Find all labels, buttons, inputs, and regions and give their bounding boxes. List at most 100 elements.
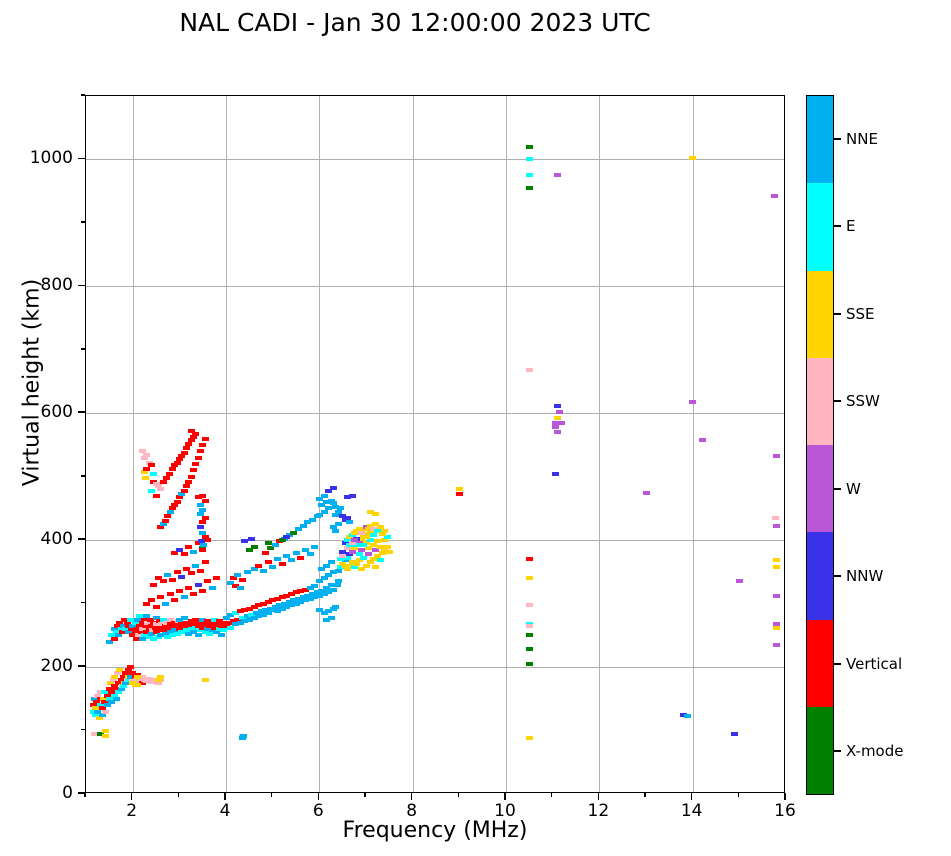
plot-area bbox=[85, 95, 785, 793]
data-point bbox=[327, 560, 335, 565]
data-point bbox=[341, 558, 349, 563]
data-point bbox=[187, 619, 195, 624]
data-point bbox=[301, 587, 309, 592]
y-axis-tick-mark bbox=[78, 157, 85, 160]
data-point bbox=[175, 456, 183, 461]
data-point bbox=[217, 623, 225, 628]
data-point bbox=[294, 526, 302, 531]
data-point bbox=[327, 615, 335, 620]
data-point bbox=[138, 620, 146, 625]
data-point bbox=[213, 576, 221, 581]
data-point bbox=[385, 549, 393, 554]
data-point bbox=[119, 674, 127, 679]
data-point bbox=[152, 630, 160, 635]
x-axis-tick-label: 6 bbox=[312, 801, 324, 821]
data-point bbox=[117, 687, 125, 692]
data-point bbox=[203, 538, 211, 543]
data-point bbox=[731, 731, 739, 736]
data-point bbox=[143, 679, 151, 684]
data-point bbox=[117, 677, 125, 682]
data-point bbox=[329, 501, 337, 506]
data-point bbox=[153, 621, 161, 626]
data-point bbox=[145, 460, 153, 465]
data-point bbox=[525, 736, 533, 741]
data-point bbox=[301, 598, 309, 603]
data-point bbox=[308, 517, 316, 522]
x-axis-tick-mark bbox=[224, 793, 226, 800]
data-point bbox=[248, 613, 256, 618]
data-point bbox=[318, 503, 326, 508]
x-axis-minor-tick bbox=[550, 793, 553, 797]
data-point bbox=[348, 533, 356, 538]
data-point bbox=[210, 617, 218, 622]
data-point bbox=[143, 467, 151, 472]
data-point bbox=[357, 566, 365, 571]
data-point bbox=[119, 623, 127, 628]
data-point bbox=[264, 541, 272, 546]
data-point bbox=[287, 592, 295, 597]
data-point bbox=[180, 615, 188, 620]
data-point bbox=[189, 630, 197, 635]
data-point bbox=[139, 627, 147, 632]
data-point bbox=[320, 611, 328, 616]
x-axis-tick-label: 2 bbox=[126, 801, 138, 821]
data-point bbox=[182, 484, 190, 489]
data-point bbox=[227, 613, 235, 618]
data-point bbox=[143, 630, 151, 635]
data-point bbox=[199, 443, 207, 447]
colorbar bbox=[806, 95, 834, 795]
data-point bbox=[525, 647, 533, 652]
data-point bbox=[346, 563, 354, 568]
data-point bbox=[189, 621, 197, 626]
data-point bbox=[245, 617, 253, 622]
data-point bbox=[245, 606, 253, 611]
data-point bbox=[315, 512, 323, 517]
data-point bbox=[168, 577, 176, 582]
data-point bbox=[157, 633, 165, 638]
y-axis-tick-label: 600 bbox=[40, 402, 73, 423]
data-point bbox=[157, 625, 165, 630]
data-point bbox=[105, 639, 113, 644]
y-axis-minor-tick bbox=[81, 474, 85, 477]
data-point bbox=[525, 186, 533, 190]
data-point bbox=[164, 627, 172, 632]
data-point bbox=[142, 475, 150, 480]
data-point bbox=[96, 703, 104, 708]
data-point bbox=[241, 539, 249, 544]
data-point bbox=[773, 642, 781, 647]
data-point bbox=[189, 468, 197, 473]
y-axis-minor-tick bbox=[81, 728, 85, 731]
data-point bbox=[175, 627, 183, 632]
data-point bbox=[208, 628, 216, 633]
data-point bbox=[269, 564, 277, 569]
data-point bbox=[770, 194, 778, 199]
data-point bbox=[325, 506, 333, 511]
data-point bbox=[287, 602, 295, 607]
data-point bbox=[250, 604, 258, 609]
data-point bbox=[161, 519, 169, 524]
data-point bbox=[187, 627, 195, 632]
data-point bbox=[346, 552, 354, 557]
data-point bbox=[178, 621, 186, 626]
colorbar-segment-vertical bbox=[807, 619, 833, 707]
data-point bbox=[290, 598, 298, 603]
y-axis-tick-mark bbox=[78, 792, 85, 794]
data-point bbox=[213, 621, 221, 626]
data-point bbox=[95, 715, 103, 720]
data-point bbox=[367, 560, 375, 565]
y-axis-minor-tick bbox=[81, 601, 85, 604]
data-point bbox=[178, 574, 186, 579]
colorbar-tick-mark bbox=[834, 400, 841, 403]
data-point bbox=[146, 617, 154, 622]
colorbar-label-sse: SSE bbox=[846, 304, 875, 323]
data-point bbox=[115, 680, 123, 685]
colorbar-label-nnw: NNW bbox=[846, 567, 884, 586]
data-point bbox=[115, 633, 123, 638]
data-point bbox=[297, 588, 305, 593]
data-point bbox=[201, 621, 209, 626]
data-point bbox=[259, 601, 267, 606]
data-point bbox=[159, 522, 167, 527]
data-point bbox=[166, 592, 174, 597]
data-point bbox=[332, 528, 340, 533]
data-point bbox=[147, 623, 155, 628]
